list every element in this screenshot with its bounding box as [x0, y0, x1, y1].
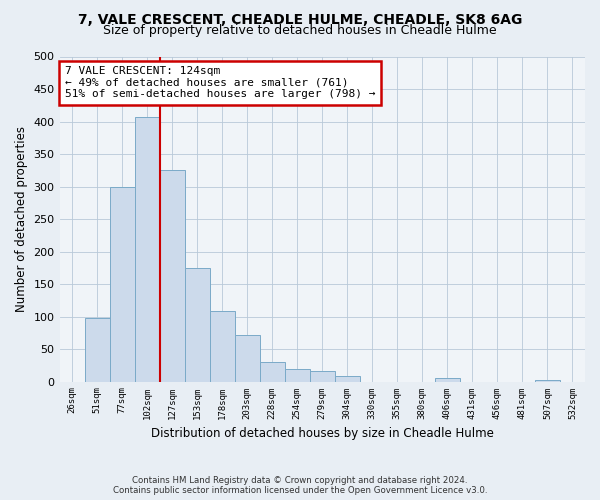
X-axis label: Distribution of detached houses by size in Cheadle Hulme: Distribution of detached houses by size …	[151, 427, 494, 440]
Bar	[235, 334, 260, 382]
Bar	[160, 170, 185, 382]
Bar	[85, 318, 110, 382]
Bar	[285, 368, 310, 382]
Text: Size of property relative to detached houses in Cheadle Hulme: Size of property relative to detached ho…	[103, 24, 497, 37]
Bar	[134, 117, 160, 382]
Bar	[335, 376, 360, 382]
Bar	[310, 371, 335, 382]
Bar	[260, 362, 285, 382]
Bar	[185, 268, 209, 382]
Bar	[535, 380, 560, 382]
Text: 7, VALE CRESCENT, CHEADLE HULME, CHEADLE, SK8 6AG: 7, VALE CRESCENT, CHEADLE HULME, CHEADLE…	[78, 12, 522, 26]
Text: Contains HM Land Registry data © Crown copyright and database right 2024.
Contai: Contains HM Land Registry data © Crown c…	[113, 476, 487, 495]
Bar	[110, 186, 134, 382]
Y-axis label: Number of detached properties: Number of detached properties	[15, 126, 28, 312]
Text: 7 VALE CRESCENT: 124sqm
← 49% of detached houses are smaller (761)
51% of semi-d: 7 VALE CRESCENT: 124sqm ← 49% of detache…	[65, 66, 375, 100]
Bar	[435, 378, 460, 382]
Bar	[209, 312, 235, 382]
